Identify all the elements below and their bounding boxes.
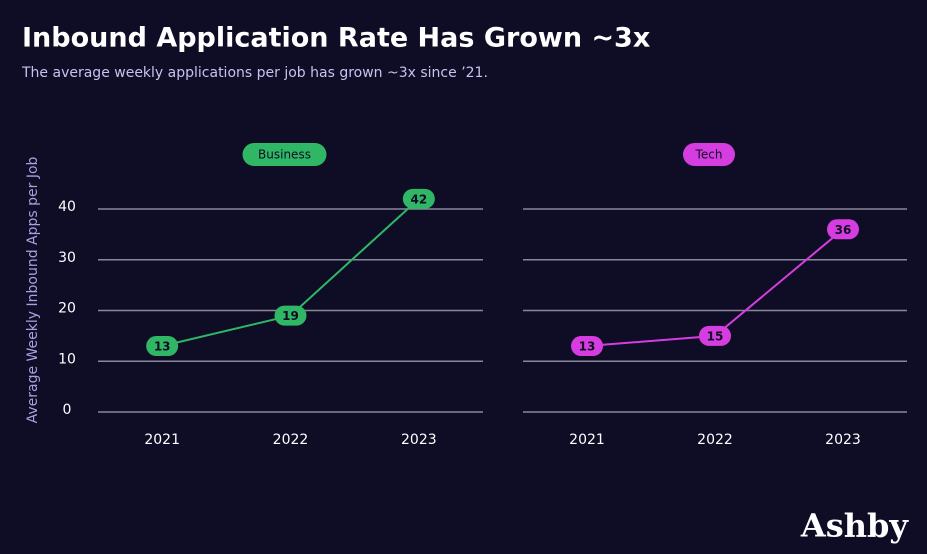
data-label: 15 bbox=[707, 329, 724, 343]
x-tick-label: 2022 bbox=[273, 432, 309, 448]
point-marker bbox=[274, 305, 307, 326]
y-tick-label: 30 bbox=[58, 250, 76, 266]
point-marker bbox=[827, 219, 859, 240]
chart-title: Inbound Application Rate Has Grown ~3x bbox=[22, 23, 650, 54]
data-label: 19 bbox=[282, 309, 299, 323]
point-marker bbox=[571, 336, 603, 357]
x-tick-label: 2021 bbox=[569, 432, 605, 448]
data-label: 36 bbox=[835, 223, 852, 237]
legend-pill bbox=[242, 143, 327, 166]
y-tick-label: 20 bbox=[58, 301, 76, 317]
chart-subtitle: The average weekly applications per job … bbox=[21, 65, 488, 81]
data-label: 13 bbox=[579, 340, 596, 354]
x-tick-label: 2021 bbox=[144, 432, 180, 448]
data-label: 13 bbox=[154, 340, 171, 354]
point-marker bbox=[699, 325, 731, 346]
x-tick-label: 2023 bbox=[825, 432, 861, 448]
y-tick-label: 40 bbox=[58, 199, 76, 215]
x-tick-label: 2022 bbox=[697, 432, 733, 448]
point-marker bbox=[402, 188, 435, 209]
x-tick-label: 2023 bbox=[401, 432, 437, 448]
legend-label: Business bbox=[258, 148, 311, 162]
data-label: 42 bbox=[410, 192, 427, 206]
point-marker bbox=[146, 336, 179, 357]
legend-pill bbox=[683, 143, 735, 166]
legend-label: Tech bbox=[695, 148, 723, 162]
y-tick-label: 0 bbox=[63, 402, 72, 418]
y-axis-label: Average Weekly Inbound Apps per Job bbox=[25, 156, 41, 423]
logo: Ashby bbox=[800, 507, 909, 545]
y-tick-label: 10 bbox=[58, 351, 76, 367]
